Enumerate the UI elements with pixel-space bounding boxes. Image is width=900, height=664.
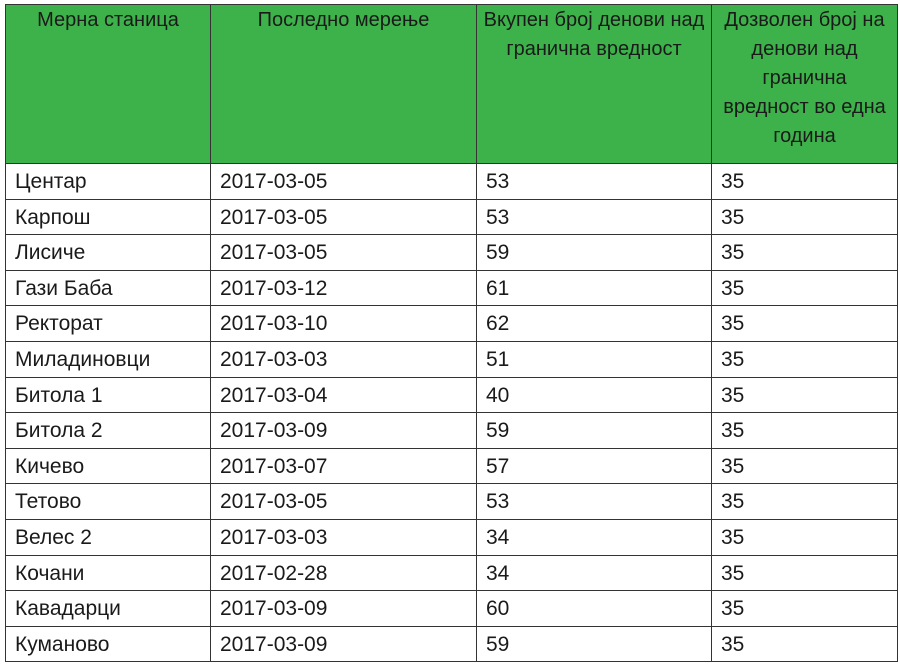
- cell-last-measurement: 2017-03-05: [210, 163, 477, 200]
- table-row: Ректорат 2017-03-10 62 35: [5, 305, 898, 342]
- cell-total-days: 59: [476, 625, 712, 663]
- cell-total-days: 59: [476, 412, 712, 449]
- cell-allowed-days: 35: [711, 590, 898, 627]
- cell-station: Гази Баба: [5, 269, 211, 307]
- cell-total-days: 34: [476, 518, 712, 556]
- cell-total-days: 51: [476, 340, 712, 378]
- cell-total-days: 53: [476, 163, 712, 200]
- cell-station: Миладиновци: [5, 340, 211, 378]
- cell-total-days: 62: [476, 305, 712, 342]
- table-row: Кочани 2017-02-28 34 35: [5, 554, 898, 592]
- cell-allowed-days: 35: [711, 340, 898, 378]
- cell-station: Кочани: [5, 554, 211, 592]
- cell-allowed-days: 35: [711, 625, 898, 663]
- cell-station: Ректорат: [5, 305, 211, 342]
- table-row: Гази Баба 2017-03-12 61 35: [5, 269, 898, 307]
- table-row: Миладиновци 2017-03-03 51 35: [5, 340, 898, 378]
- cell-last-measurement: 2017-03-03: [210, 340, 477, 378]
- table-row: Лисиче 2017-03-05 59 35: [5, 234, 898, 271]
- cell-total-days: 53: [476, 483, 712, 520]
- table-row: Куманово 2017-03-09 59 35: [5, 625, 898, 663]
- cell-allowed-days: 35: [711, 305, 898, 342]
- header-last-measurement: Последно мерење: [210, 4, 477, 164]
- header-total-days: Вкупен број денови над гранична вредност: [476, 4, 712, 164]
- cell-station: Битола 2: [5, 412, 211, 449]
- cell-total-days: 34: [476, 554, 712, 592]
- cell-total-days: 59: [476, 234, 712, 271]
- table-row: Битола 1 2017-03-04 40 35: [5, 376, 898, 414]
- table-row: Карпош 2017-03-05 53 35: [5, 198, 898, 236]
- cell-station: Кичево: [5, 447, 211, 485]
- cell-last-measurement: 2017-03-10: [210, 305, 477, 342]
- table-row: Велес 2 2017-03-03 34 35: [5, 518, 898, 556]
- cell-last-measurement: 2017-02-28: [210, 554, 477, 592]
- cell-allowed-days: 35: [711, 269, 898, 307]
- cell-allowed-days: 35: [711, 163, 898, 200]
- table-row: Кавадарци 2017-03-09 60 35: [5, 590, 898, 627]
- cell-station: Велес 2: [5, 518, 211, 556]
- cell-allowed-days: 35: [711, 554, 898, 592]
- cell-last-measurement: 2017-03-05: [210, 234, 477, 271]
- cell-allowed-days: 35: [711, 234, 898, 271]
- cell-station: Центар: [5, 163, 211, 200]
- cell-total-days: 61: [476, 269, 712, 307]
- table-row: Битола 2 2017-03-09 59 35: [5, 412, 898, 449]
- cell-station: Кавадарци: [5, 590, 211, 627]
- cell-total-days: 40: [476, 376, 712, 414]
- header-allowed-days: Дозволен број на денови над гранична вре…: [711, 4, 898, 164]
- table-row: Тетово 2017-03-05 53 35: [5, 483, 898, 520]
- cell-last-measurement: 2017-03-09: [210, 590, 477, 627]
- stations-table: Мерна станица Последно мерење Вкупен бро…: [5, 4, 898, 663]
- cell-total-days: 53: [476, 198, 712, 236]
- cell-station: Карпош: [5, 198, 211, 236]
- header-row: Мерна станица Последно мерење Вкупен бро…: [5, 4, 898, 164]
- cell-last-measurement: 2017-03-09: [210, 625, 477, 663]
- cell-allowed-days: 35: [711, 518, 898, 556]
- cell-total-days: 57: [476, 447, 712, 485]
- cell-last-measurement: 2017-03-05: [210, 198, 477, 236]
- cell-last-measurement: 2017-03-03: [210, 518, 477, 556]
- cell-total-days: 60: [476, 590, 712, 627]
- cell-last-measurement: 2017-03-12: [210, 269, 477, 307]
- cell-station: Лисиче: [5, 234, 211, 271]
- cell-allowed-days: 35: [711, 483, 898, 520]
- cell-allowed-days: 35: [711, 376, 898, 414]
- cell-last-measurement: 2017-03-04: [210, 376, 477, 414]
- table-body: Центар 2017-03-05 53 35 Карпош 2017-03-05 53 35…: [5, 163, 898, 663]
- cell-last-measurement: 2017-03-05: [210, 483, 477, 520]
- cell-last-measurement: 2017-03-07: [210, 447, 477, 485]
- table-row: Центар 2017-03-05 53 35: [5, 163, 898, 200]
- table-row: Кичево 2017-03-07 57 35: [5, 447, 898, 485]
- header-station: Мерна станица: [5, 4, 211, 164]
- cell-station: Битола 1: [5, 376, 211, 414]
- cell-allowed-days: 35: [711, 198, 898, 236]
- cell-station: Тетово: [5, 483, 211, 520]
- table-header: Мерна станица Последно мерење Вкупен бро…: [5, 4, 898, 164]
- cell-station: Куманово: [5, 625, 211, 663]
- cell-allowed-days: 35: [711, 412, 898, 449]
- cell-last-measurement: 2017-03-09: [210, 412, 477, 449]
- cell-allowed-days: 35: [711, 447, 898, 485]
